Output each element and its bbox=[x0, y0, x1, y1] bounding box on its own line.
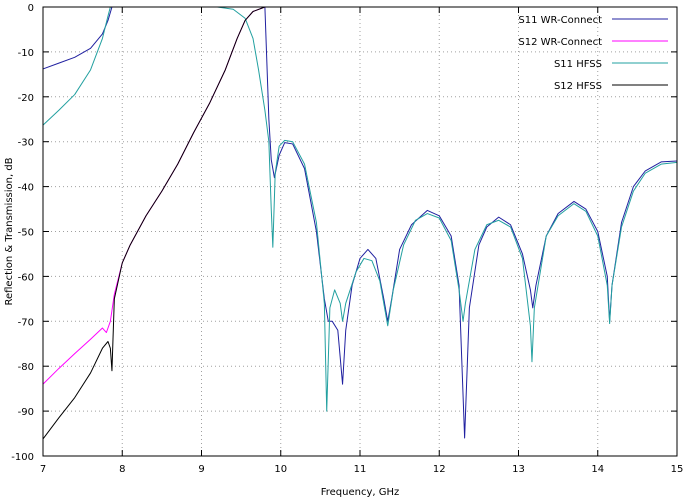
x-tick-label: 13 bbox=[512, 464, 525, 475]
legend-label-3: S11 HFSS bbox=[554, 59, 602, 70]
legend-label-1: S11 WR-Connect bbox=[518, 15, 602, 26]
y-tick-label: -30 bbox=[18, 138, 34, 149]
y-tick-label: -40 bbox=[18, 183, 34, 194]
series-layer bbox=[42, 6, 678, 440]
x-tick-label: 14 bbox=[591, 464, 604, 475]
y-tick-label: -90 bbox=[18, 407, 34, 418]
y-tick-label: -100 bbox=[11, 452, 34, 463]
series-line-3 bbox=[42, 6, 678, 412]
x-tick-label: 9 bbox=[198, 464, 204, 475]
legend-label-4: S12 HFSS bbox=[554, 81, 602, 92]
y-tick-label: -10 bbox=[18, 48, 34, 59]
y-tick-label: 0 bbox=[28, 3, 34, 14]
x-tick-label: 10 bbox=[274, 464, 287, 475]
series-line-4 bbox=[42, 6, 281, 440]
y-axis-label: Reflection & Transmission, dB bbox=[4, 157, 15, 305]
x-tick-label: 8 bbox=[119, 464, 125, 475]
y-tick-label: -50 bbox=[18, 228, 34, 239]
y-tick-label: -70 bbox=[18, 317, 34, 328]
y-tick-label: -80 bbox=[18, 362, 34, 373]
x-tick-label: 7 bbox=[40, 464, 46, 475]
plot-frame bbox=[42, 6, 678, 457]
x-tick-label: 12 bbox=[433, 464, 446, 475]
x-tick-label: 15 bbox=[671, 464, 684, 475]
grid bbox=[43, 7, 677, 456]
x-axis-label: Frequency, GHz bbox=[321, 487, 400, 498]
x-tick-label: 11 bbox=[354, 464, 367, 475]
y-tick-label: -20 bbox=[18, 93, 34, 104]
y-tick-label: -60 bbox=[18, 272, 34, 283]
legend: S11 WR-Connect S12 WR-Connect S11 HFSS S12 … bbox=[518, 15, 668, 92]
tick-labels: 7 8 9 10 11 12 13 14 15 0 -10 -20 -30 -40 -50 -60 -70 -80… bbox=[11, 3, 683, 475]
series-line-2 bbox=[42, 6, 281, 385]
legend-label-2: S12 WR-Connect bbox=[518, 37, 602, 48]
